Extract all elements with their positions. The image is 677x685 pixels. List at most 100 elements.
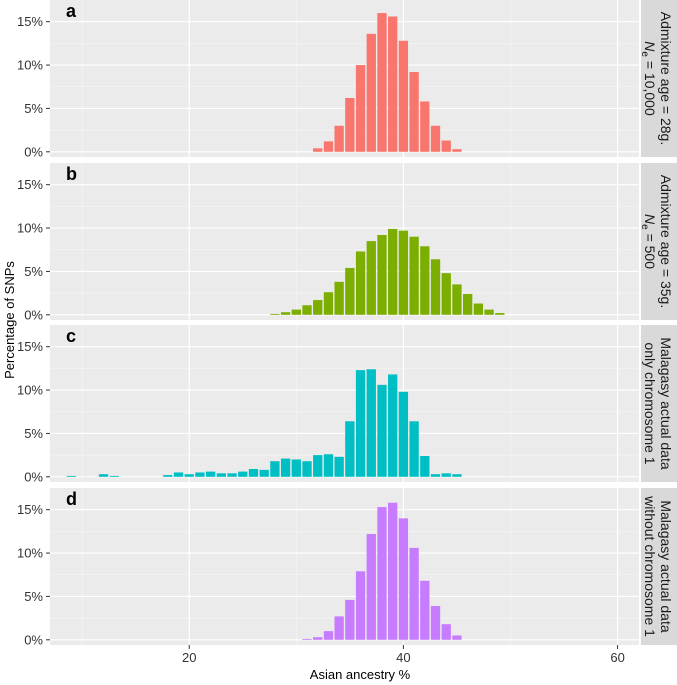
strip-line-1: Admixture age = 28g. — [658, 12, 674, 145]
histogram-bar — [409, 71, 419, 152]
y-tick-label: 10% — [17, 58, 43, 73]
histogram-bar — [302, 638, 312, 640]
histogram-bar — [495, 313, 505, 315]
y-tick-label: 15% — [17, 339, 43, 354]
histogram-bar — [452, 149, 462, 152]
histogram-bar — [259, 469, 269, 477]
x-tick-label: 40 — [396, 650, 410, 665]
histogram-bar — [302, 305, 312, 315]
histogram-bar — [420, 580, 430, 640]
histogram-bar — [377, 384, 387, 477]
strip-line-1: Admixture age = 35g. — [658, 175, 674, 308]
histogram-bar — [441, 140, 451, 152]
histogram-bar — [409, 547, 419, 640]
strip-subscript: e — [639, 224, 650, 230]
x-axis-label: Asian ancestry % — [310, 667, 411, 682]
histogram-bar — [323, 292, 334, 315]
y-tick-label: 15% — [17, 14, 43, 29]
histogram-bar — [473, 303, 484, 315]
histogram-bar — [377, 234, 387, 315]
histogram-bar — [441, 473, 451, 477]
facet-strip-label: Malagasy actual datawithout chromosome 1 — [642, 495, 674, 637]
histogram-bar — [377, 13, 387, 152]
panel-background — [50, 0, 639, 157]
y-tick-label: 10% — [17, 546, 43, 561]
histogram-bar — [355, 571, 366, 640]
histogram-bar — [345, 421, 355, 477]
histogram-bar — [313, 455, 323, 477]
panel-letter: a — [66, 1, 77, 21]
panel-letter: d — [66, 489, 77, 509]
histogram-bar — [398, 40, 409, 152]
strip-line-2: without chromosome 1 — [642, 495, 658, 637]
histogram-bar — [398, 230, 409, 315]
histogram-bar — [270, 461, 280, 477]
histogram-bar — [163, 475, 173, 477]
x-tick-label: 60 — [610, 650, 624, 665]
histogram-bar — [291, 459, 301, 477]
histogram-bar — [430, 125, 441, 152]
histogram-bar — [441, 624, 451, 640]
histogram-bar — [420, 246, 430, 315]
y-tick-label: 15% — [17, 502, 43, 517]
y-tick-label: 5% — [24, 589, 43, 604]
histogram-bar — [270, 313, 280, 315]
panel-b: 0% 5% 10% 15% b Admixture age = 35g.Ne = 500 — [17, 163, 677, 322]
y-tick-label: 0% — [24, 469, 43, 484]
histogram-bar — [420, 101, 430, 152]
histogram-bar — [280, 458, 291, 477]
histogram-bar — [313, 300, 323, 315]
y-tick-label: 10% — [17, 221, 43, 236]
histogram-bar — [216, 473, 226, 477]
y-tick-label: 15% — [17, 177, 43, 192]
histogram-bar — [388, 374, 398, 477]
y-tick-label: 0% — [24, 632, 43, 647]
histogram-bar — [173, 472, 184, 477]
histogram-bar — [195, 472, 205, 477]
histogram-bar — [452, 635, 462, 640]
histogram-bar — [345, 98, 355, 152]
histogram-bar — [388, 228, 398, 315]
histogram-bar — [334, 456, 344, 477]
histogram-bar — [313, 637, 323, 640]
histogram-bar — [355, 65, 366, 152]
histogram-bar — [409, 236, 419, 315]
panel-letter: c — [66, 326, 76, 346]
y-tick-label: 10% — [17, 383, 43, 398]
x-tick-label: 20 — [182, 650, 196, 665]
y-tick-label: 5% — [24, 426, 43, 441]
histogram-bar — [238, 471, 248, 477]
panel-background — [50, 163, 639, 320]
histogram-bar — [66, 475, 77, 477]
histogram-bar — [345, 267, 355, 315]
strip-symbol: N — [642, 41, 658, 52]
facet-strip-label: Admixture age = 28g.Ne = 10,000 — [639, 12, 674, 145]
histogram-bar — [430, 474, 441, 477]
y-axis-label: Percentage of SNPs — [2, 261, 17, 379]
histogram-bar — [366, 33, 376, 152]
histogram-bar — [334, 616, 344, 640]
histogram-bar — [291, 309, 301, 315]
histogram-bar — [366, 369, 376, 477]
strip-line-1: Malagasy actual data — [658, 337, 674, 470]
facet-strip — [641, 0, 677, 157]
strip-symbol: N — [642, 214, 658, 225]
histogram-bar — [452, 474, 462, 477]
strip-value: = 10,000 — [642, 57, 658, 116]
histogram-bar — [323, 454, 334, 477]
histogram-bar — [313, 148, 323, 152]
histogram-bar — [366, 241, 376, 315]
histogram-bar — [420, 455, 430, 477]
histogram-bar — [388, 502, 398, 640]
histogram-bar — [184, 474, 194, 477]
y-tick-label: 0% — [24, 144, 43, 159]
histogram-bar — [452, 284, 462, 315]
strip-line-2: only chromosome 1 — [642, 342, 658, 464]
histogram-bar — [227, 473, 237, 477]
histogram-bar — [463, 293, 473, 315]
panel-c: 0% 5% 10% 15% c Malagasy actual dataonly chro… — [17, 325, 677, 484]
histogram-bar — [398, 518, 409, 640]
histogram-bar — [430, 259, 441, 315]
